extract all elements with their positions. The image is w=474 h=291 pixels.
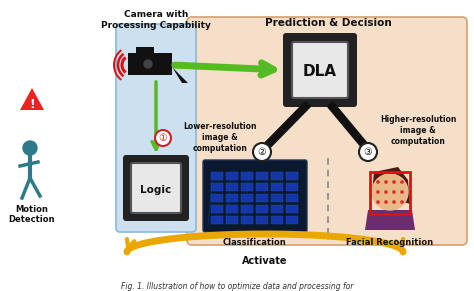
FancyBboxPatch shape: [286, 216, 298, 224]
Polygon shape: [172, 67, 188, 83]
FancyBboxPatch shape: [211, 194, 223, 202]
FancyBboxPatch shape: [226, 183, 238, 191]
Circle shape: [155, 130, 171, 146]
FancyBboxPatch shape: [286, 205, 298, 213]
Text: Logic: Logic: [140, 185, 172, 195]
FancyBboxPatch shape: [131, 163, 181, 213]
Circle shape: [253, 143, 271, 161]
FancyBboxPatch shape: [271, 183, 283, 191]
FancyBboxPatch shape: [211, 216, 223, 224]
Text: Classification: Classification: [223, 238, 287, 247]
Circle shape: [385, 181, 387, 183]
FancyBboxPatch shape: [256, 172, 268, 180]
Text: ②: ②: [258, 147, 266, 157]
Text: ①: ①: [159, 133, 167, 143]
FancyBboxPatch shape: [286, 183, 298, 191]
FancyBboxPatch shape: [241, 183, 253, 191]
FancyBboxPatch shape: [283, 33, 357, 107]
Circle shape: [144, 60, 152, 68]
Circle shape: [385, 191, 387, 193]
Circle shape: [393, 201, 395, 203]
Text: Motion
Detection: Motion Detection: [9, 205, 55, 224]
FancyBboxPatch shape: [211, 205, 223, 213]
FancyBboxPatch shape: [256, 205, 268, 213]
Text: Prediction & Decision: Prediction & Decision: [264, 18, 392, 28]
Circle shape: [385, 201, 387, 203]
FancyBboxPatch shape: [256, 183, 268, 191]
Circle shape: [372, 174, 408, 210]
FancyBboxPatch shape: [123, 155, 189, 221]
Text: DLA: DLA: [303, 65, 337, 79]
FancyBboxPatch shape: [136, 47, 154, 54]
Polygon shape: [255, 102, 310, 158]
Text: !: !: [29, 97, 35, 111]
FancyBboxPatch shape: [226, 216, 238, 224]
Text: Camera with
Processing Capability: Camera with Processing Capability: [101, 10, 211, 30]
FancyBboxPatch shape: [241, 205, 253, 213]
Text: Higher-resolution
image &
computation: Higher-resolution image & computation: [380, 115, 456, 146]
Circle shape: [377, 201, 379, 203]
Circle shape: [393, 181, 395, 183]
FancyBboxPatch shape: [187, 17, 467, 245]
FancyBboxPatch shape: [271, 194, 283, 202]
FancyBboxPatch shape: [241, 216, 253, 224]
FancyBboxPatch shape: [256, 216, 268, 224]
FancyBboxPatch shape: [211, 172, 223, 180]
Text: ③: ③: [364, 147, 373, 157]
Text: Fig. 1. Illustration of how to optimize data and processing for: Fig. 1. Illustration of how to optimize …: [121, 282, 353, 291]
Circle shape: [377, 181, 379, 183]
Circle shape: [377, 191, 379, 193]
Circle shape: [401, 201, 403, 203]
Text: Facial Recognition: Facial Recognition: [346, 238, 434, 247]
Circle shape: [23, 141, 37, 155]
Polygon shape: [20, 88, 44, 110]
FancyBboxPatch shape: [271, 216, 283, 224]
FancyBboxPatch shape: [292, 42, 348, 98]
FancyBboxPatch shape: [241, 194, 253, 202]
Polygon shape: [328, 102, 375, 158]
FancyBboxPatch shape: [226, 205, 238, 213]
FancyBboxPatch shape: [211, 183, 223, 191]
FancyBboxPatch shape: [271, 172, 283, 180]
Circle shape: [140, 56, 156, 72]
Circle shape: [393, 191, 395, 193]
FancyBboxPatch shape: [256, 194, 268, 202]
FancyBboxPatch shape: [128, 53, 172, 75]
Text: Lower-resolution
image &
computation: Lower-resolution image & computation: [183, 122, 257, 153]
Circle shape: [401, 191, 403, 193]
FancyBboxPatch shape: [286, 194, 298, 202]
FancyBboxPatch shape: [241, 172, 253, 180]
FancyBboxPatch shape: [333, 160, 447, 232]
Polygon shape: [365, 210, 415, 230]
Circle shape: [359, 143, 377, 161]
FancyBboxPatch shape: [286, 172, 298, 180]
Circle shape: [401, 181, 403, 183]
FancyBboxPatch shape: [226, 194, 238, 202]
FancyBboxPatch shape: [203, 160, 307, 232]
FancyBboxPatch shape: [226, 172, 238, 180]
FancyBboxPatch shape: [271, 205, 283, 213]
FancyBboxPatch shape: [116, 24, 196, 232]
Text: Activate: Activate: [242, 256, 288, 266]
Polygon shape: [372, 167, 410, 204]
